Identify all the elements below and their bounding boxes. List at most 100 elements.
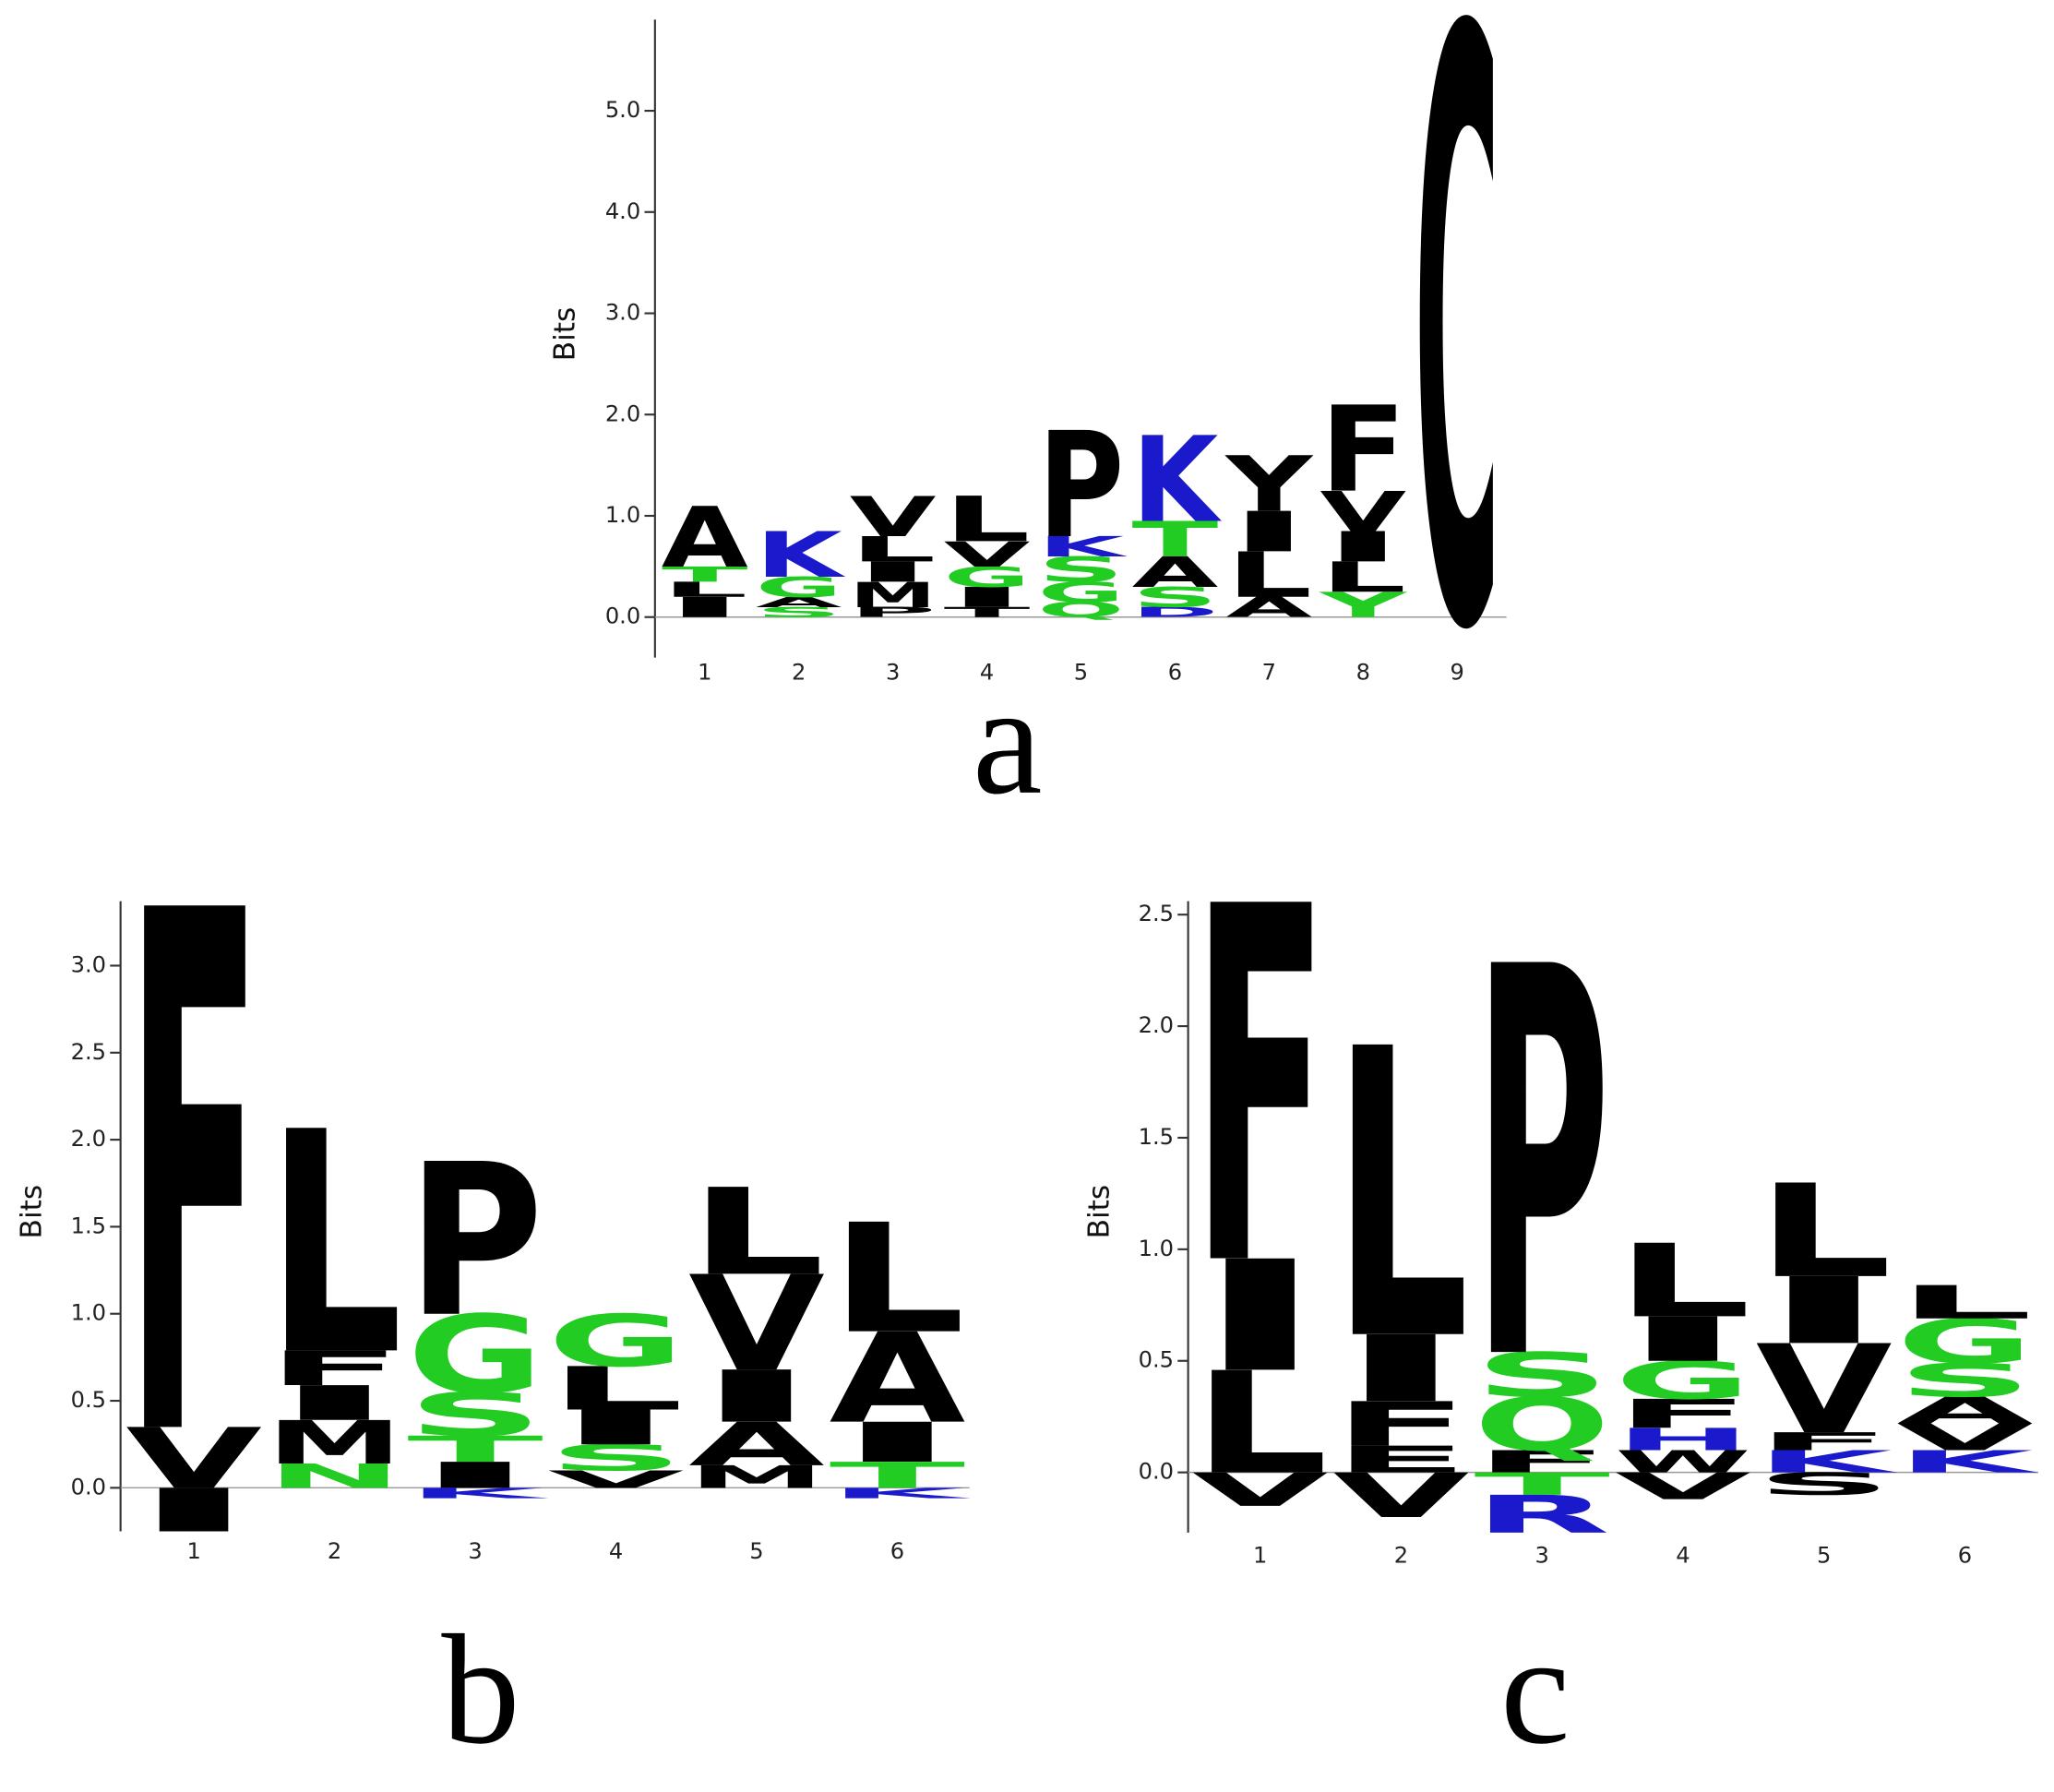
letter: S	[548, 1437, 685, 1478]
letter: S	[1132, 581, 1219, 614]
letter: L	[1897, 1276, 2034, 1330]
y-tick-label: 1.5	[1139, 1124, 1174, 1150]
letter: G	[548, 1299, 685, 1382]
panel-label: c	[1500, 1602, 1570, 1776]
panel-label: a	[973, 652, 1043, 827]
letter: K	[1132, 412, 1223, 549]
letter: I	[1192, 1229, 1329, 1406]
letter: I	[1615, 1305, 1751, 1376]
letter: A	[830, 1307, 966, 1452]
letter: L	[850, 530, 937, 569]
letter: S	[1474, 1340, 1610, 1411]
letter: K	[407, 1485, 550, 1501]
letter: L	[662, 578, 748, 602]
letter: A	[688, 1411, 825, 1480]
letter: F	[125, 765, 262, 1596]
letter: I	[1320, 522, 1406, 571]
letter: V	[548, 1466, 685, 1494]
letter: I	[830, 1411, 966, 1475]
y-tick-label: 2.5	[71, 1039, 106, 1065]
x-tick-label: 3	[886, 660, 900, 686]
y-tick-label: 1.0	[1139, 1236, 1174, 1261]
letter: E	[1333, 1439, 1470, 1482]
logo-panel: 0.00.51.01.52.02.5Bits1LIFV2EFILV3FQSPTR…	[1082, 806, 2038, 1776]
y-tick-label: 1.0	[605, 502, 640, 528]
letter: F	[1615, 1391, 1751, 1437]
letter: L	[688, 1164, 825, 1302]
letter: Y	[1224, 440, 1314, 529]
y-tick-label: 0.5	[1139, 1347, 1174, 1373]
letter: P	[850, 604, 937, 621]
letter: C	[1414, 0, 1500, 809]
letter: V	[1615, 1465, 1751, 1509]
letter: V	[1192, 1463, 1329, 1517]
letter: G	[1038, 577, 1125, 609]
letter: I	[688, 1356, 825, 1439]
letter: I	[125, 1476, 262, 1546]
y-tick-label: 2.0	[1139, 1012, 1174, 1038]
letter: Q	[1038, 598, 1125, 622]
letter: I	[662, 591, 748, 624]
letter: K	[1897, 1444, 2038, 1480]
x-tick-label: 4	[1676, 1542, 1690, 1568]
x-tick-label: 2	[328, 1538, 341, 1564]
y-tick-label: 2.0	[605, 400, 640, 426]
letter: V	[688, 1248, 825, 1401]
letter: P	[1474, 855, 1610, 1479]
letter: L	[944, 484, 1031, 556]
letter: W	[1615, 1444, 1751, 1480]
x-tick-label: 5	[749, 1538, 763, 1564]
x-tick-label: 3	[468, 1538, 482, 1564]
x-tick-label: 6	[890, 1538, 904, 1564]
letter: L	[1225, 540, 1312, 612]
letter: L	[1615, 1223, 1751, 1341]
letter: I	[850, 556, 937, 589]
letter: Y	[1318, 585, 1408, 625]
x-tick-label: 6	[1958, 1542, 1972, 1568]
letter: L	[830, 1192, 966, 1368]
y-tick-label: 5.0	[605, 97, 640, 123]
letter: K	[830, 1485, 973, 1501]
letter: F	[1474, 1444, 1610, 1480]
letter: A	[662, 490, 748, 587]
y-tick-label: 3.0	[605, 300, 640, 326]
letter: Q	[1474, 1382, 1610, 1468]
letter: S	[1897, 1355, 2034, 1408]
y-tick-label: 1.0	[71, 1300, 106, 1326]
letter: I	[267, 1376, 403, 1431]
letter: V	[1756, 1320, 1893, 1462]
x-tick-label: 2	[792, 660, 806, 686]
letter: M	[267, 1409, 403, 1478]
letter: S	[1038, 550, 1125, 590]
letter: A	[756, 594, 842, 611]
x-tick-label: 9	[1451, 660, 1464, 686]
letter: T	[407, 1428, 543, 1470]
x-tick-label: 4	[609, 1538, 623, 1564]
letter: S	[407, 1381, 543, 1451]
letter: G	[407, 1293, 543, 1417]
letter: I	[1756, 1258, 1893, 1365]
letter: R	[1474, 1485, 1610, 1545]
y-tick-label: 4.0	[605, 198, 640, 224]
letter: M	[850, 575, 937, 615]
x-tick-label: 4	[980, 660, 994, 686]
letter: F	[1192, 806, 1329, 1374]
letter: K	[756, 520, 846, 591]
x-tick-label: 7	[1262, 660, 1276, 686]
x-tick-label: 1	[186, 1538, 200, 1564]
logo-panel: 0.01.02.03.04.05.0Bits1ILTA2SAGK3PMILV4T…	[548, 0, 1507, 827]
y-tick-label: 0.5	[71, 1387, 106, 1413]
letter: A	[1132, 548, 1219, 597]
letter: V	[1333, 1461, 1470, 1532]
y-tick-label: 3.0	[71, 951, 106, 977]
letter: I	[944, 581, 1031, 614]
letter: D	[1132, 604, 1219, 621]
letter: L	[1756, 1158, 1893, 1307]
x-tick-label: 2	[1394, 1542, 1408, 1568]
letter: A	[1225, 591, 1312, 624]
letter: N	[267, 1457, 403, 1496]
letter: T	[944, 604, 1031, 621]
x-tick-label: 6	[1168, 660, 1182, 686]
letter: A	[1897, 1389, 2034, 1432]
